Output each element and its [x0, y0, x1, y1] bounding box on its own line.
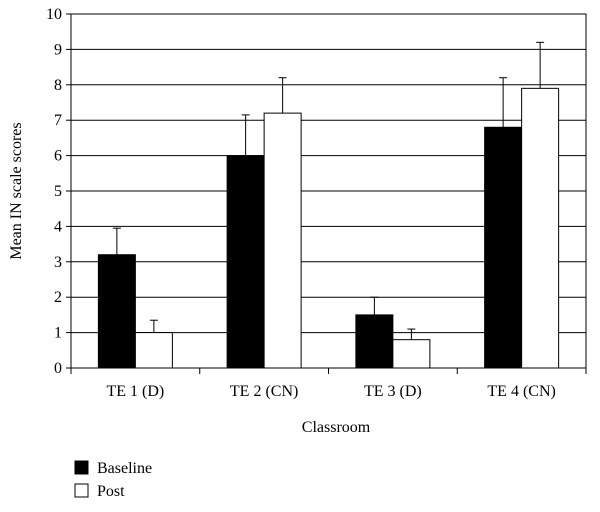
- y-tick-label: 1: [54, 325, 62, 342]
- y-tick-label: 8: [54, 77, 62, 94]
- legend-label-post: Post: [97, 483, 125, 500]
- legend-swatch-post: [74, 483, 89, 498]
- x-axis-title: Classroom: [302, 419, 371, 436]
- legend-swatch-baseline: [74, 460, 89, 475]
- legend-label-baseline: Baseline: [97, 460, 152, 477]
- bar-post: [263, 112, 302, 369]
- bar-post: [392, 339, 431, 369]
- y-tick-label: 3: [54, 254, 62, 271]
- y-axis-title: Mean IN scale scores: [8, 122, 25, 259]
- bar-post: [134, 332, 173, 369]
- y-tick-label: 10: [46, 6, 62, 23]
- x-tick-label: TE 1 (D): [106, 383, 164, 400]
- x-tick-labels: TE 1 (D) TE 2 (CN) TE 3 (D) TE 4 (CN): [106, 383, 555, 400]
- axes: [66, 13, 587, 374]
- y-tick-label: 6: [54, 148, 62, 165]
- bar-baseline: [97, 254, 136, 369]
- bar-baseline: [355, 314, 394, 369]
- bar-baseline: [484, 126, 523, 369]
- y-tick-label: 7: [54, 112, 62, 129]
- bar-baseline: [226, 155, 265, 369]
- y-tick-label: 5: [54, 183, 62, 200]
- y-tick-label: 0: [54, 360, 62, 377]
- x-tick-label: TE 4 (CN): [487, 383, 555, 400]
- x-tick-label: TE 3 (D): [364, 383, 422, 400]
- bar-post: [521, 87, 560, 369]
- y-tick-label: 9: [54, 41, 62, 58]
- y-tick-labels: 0 1 2 3 4 5 6 7 8 9 10: [46, 6, 62, 377]
- x-tick-label: TE 2 (CN): [230, 383, 298, 400]
- error-bars: [112, 41, 545, 340]
- bars: [97, 87, 560, 369]
- y-tick-label: 2: [54, 289, 62, 306]
- plot-frame: [70, 13, 587, 369]
- legend: Baseline Post: [74, 460, 152, 500]
- y-tick-label: 4: [54, 218, 62, 235]
